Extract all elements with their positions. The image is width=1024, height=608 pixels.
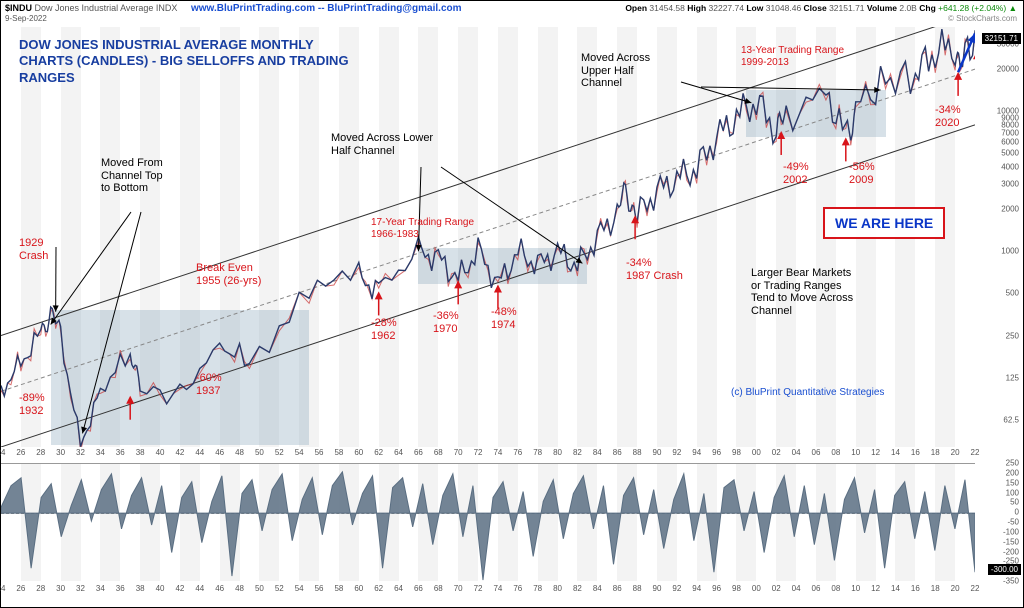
anno-60pct: -60%1937 (196, 372, 222, 397)
anno-34pct-87: -34%1987 Crash (626, 257, 726, 282)
anno-larger-bear: Larger Bear Marketsor Trading RangesTend… (751, 267, 921, 318)
we-are-here-box: WE ARE HERE (823, 207, 945, 239)
chart-container: $INDU Dow Jones Industrial Average INDX … (0, 0, 1024, 608)
anno-17yr-range: 17-Year Trading Range1966-1983 (371, 217, 521, 240)
anno-34pct-20: -34%2020 (935, 104, 961, 129)
x-axis-upper: 2426283032343638404244464850525456586062… (1, 447, 975, 461)
ticker-symbol: $INDU (5, 3, 32, 13)
stockcharts-credit: © StockCharts.com (948, 14, 1017, 23)
chart-date: 9-Sep-2022 (5, 14, 47, 23)
anno-13yr-range: 13-Year Trading Range1999-2013 (741, 45, 891, 68)
oscillator-chart (1, 463, 975, 581)
ticker-description: Dow Jones Industrial Average INDX (35, 3, 178, 13)
chart-header: $INDU Dow Jones Industrial Average INDX … (1, 1, 1023, 27)
copyright-label: (c) BluPrint Quantitative Strategies (731, 387, 884, 398)
anno-1929-crash: 1929Crash (19, 237, 48, 262)
anno-36pct: -36%1970 (433, 310, 459, 335)
author-url: www.BluPrintTrading.com -- BluPrintTradi… (191, 3, 462, 14)
anno-49pct: -49%2002 (783, 161, 809, 186)
anno-28pct: -28%1962 (371, 317, 397, 342)
chart-title: DOW JONES INDUSTRIAL AVERAGE MONTHLY CHA… (19, 37, 349, 86)
y-axis-oscillator: -350-300-250-200-150-100-500501001502002… (973, 463, 1023, 581)
anno-breakeven: Break Even1955 (26-yrs) (196, 262, 306, 287)
osc-zero-line (1, 513, 975, 514)
anno-48pct: -48%1974 (491, 306, 517, 331)
y-axis-main: 62.5125250500100020003000400050006000700… (973, 27, 1023, 447)
anno-89pct: -89%1932 (19, 392, 45, 417)
anno-channel-top-bottom: Moved FromChannel Topto Bottom (101, 157, 211, 195)
anno-lower-half: Moved Across LowerHalf Channel (331, 132, 511, 157)
osc-background-stripes (1, 464, 975, 581)
header-left: $INDU Dow Jones Industrial Average INDX (5, 3, 177, 13)
main-price-chart: DOW JONES INDUSTRIAL AVERAGE MONTHLY CHA… (1, 27, 975, 447)
header-ohlc: Open 31454.58 High 32227.74 Low 31048.46… (625, 3, 1017, 13)
anno-56pct: -56%2009 (849, 161, 875, 186)
anno-upper-half: Moved AcrossUpper HalfChannel (581, 52, 711, 90)
x-axis-lower: 2426283032343638404244464850525456586062… (1, 583, 975, 597)
